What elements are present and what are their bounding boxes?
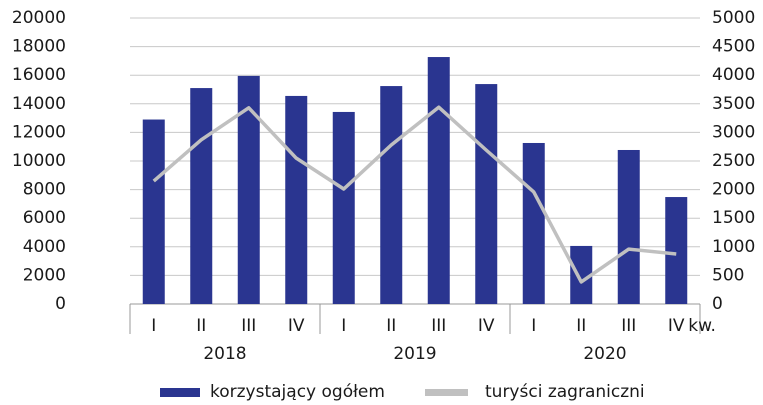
bar [617, 149, 640, 304]
bar [190, 88, 213, 304]
y-tick-label: 0 [55, 294, 66, 314]
y-tick-label: 10000 [12, 151, 66, 171]
x-tick-label: IV [668, 316, 685, 336]
bar [285, 95, 308, 304]
group-label: 2019 [393, 344, 436, 364]
bar [332, 111, 355, 305]
bar [522, 142, 545, 304]
bar [665, 197, 688, 304]
y-tick-label: 4000 [23, 237, 66, 257]
legend-label: korzystający ogółem [210, 382, 385, 402]
bar [570, 245, 593, 304]
y-tick-label: 18000 [12, 37, 66, 57]
y2-tick-label: 1000 [712, 237, 755, 257]
y-tick-label: 14000 [12, 94, 66, 114]
group-label: 2020 [583, 344, 626, 364]
y2-tick-label: 2500 [712, 151, 755, 171]
y-tick-label: 20000 [12, 8, 66, 28]
x-tick-label: IV [288, 316, 305, 336]
legend-swatch [160, 388, 200, 397]
x-tick-label: II [196, 316, 206, 336]
x-tick-label: III [241, 316, 256, 336]
y2-tick-label: 4500 [712, 37, 755, 57]
y2-tick-label: 1500 [712, 208, 755, 228]
y2-tick-label: 5000 [712, 8, 755, 28]
bar [237, 75, 260, 304]
y2-tick-label: 3500 [712, 94, 755, 114]
y-tick-label: 2000 [23, 265, 66, 285]
x-tick-label: I [531, 316, 536, 336]
y2-tick-label: 3000 [712, 122, 755, 142]
bar [142, 119, 165, 304]
line [152, 105, 677, 284]
y2-tick-label: 0 [712, 294, 723, 314]
bar [380, 86, 403, 305]
y-tick-label: 16000 [12, 65, 66, 85]
bar [427, 57, 450, 304]
y-tick-label: 12000 [12, 122, 66, 142]
group-label: 2018 [203, 344, 246, 364]
x-tick-label: I [151, 316, 156, 336]
x-unit-label: kw. [688, 316, 716, 336]
legend-label: turyści zagraniczni [485, 382, 645, 402]
x-tick-label: III [431, 316, 446, 336]
x-tick-label: II [576, 316, 586, 336]
bar [475, 84, 498, 304]
y-tick-label: 6000 [23, 208, 66, 228]
x-tick-label: II [386, 316, 396, 336]
x-tick-label: I [341, 316, 346, 336]
x-tick-label: III [621, 316, 636, 336]
legend-swatch [425, 389, 468, 396]
x-tick-label: IV [478, 316, 495, 336]
y2-tick-label: 4000 [712, 65, 755, 85]
y-tick-label: 8000 [23, 180, 66, 200]
y2-tick-label: 500 [712, 265, 744, 285]
y2-tick-label: 2000 [712, 180, 755, 200]
